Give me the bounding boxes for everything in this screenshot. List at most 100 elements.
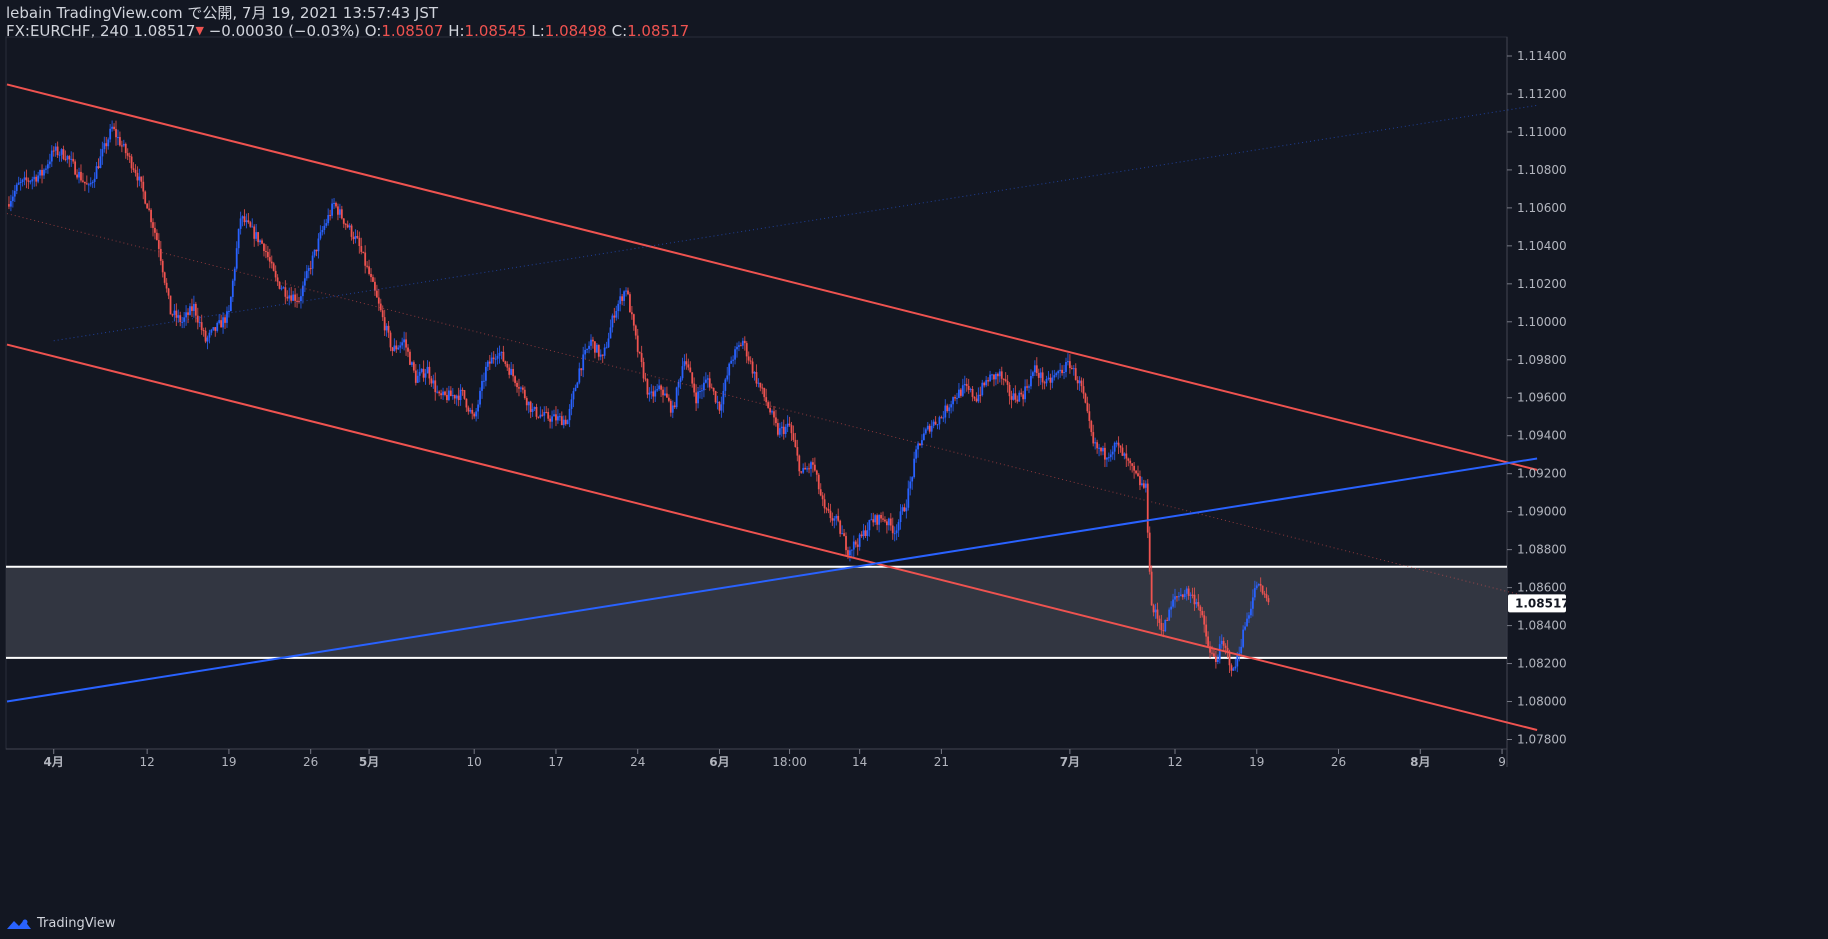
candle — [91, 180, 94, 188]
candle-body — [1166, 619, 1169, 621]
candle-body — [136, 172, 139, 181]
candle-body — [915, 449, 917, 459]
candle — [31, 176, 34, 190]
candle-body — [1207, 636, 1209, 647]
candle-body — [1141, 483, 1143, 486]
candle-body — [529, 401, 532, 412]
candle — [1074, 363, 1077, 381]
candle-body — [956, 397, 958, 399]
candle — [773, 405, 775, 426]
candle — [1061, 365, 1063, 376]
candle-body — [778, 428, 781, 435]
candle-body — [574, 387, 577, 392]
candle — [650, 384, 653, 400]
publish-info: lebain TradingView.com で公開, 7月 19, 2021 … — [6, 4, 439, 22]
candle — [757, 378, 760, 388]
candle — [196, 307, 199, 330]
candle — [204, 327, 207, 344]
candle — [70, 151, 73, 167]
low-label: L: — [531, 22, 545, 40]
candle — [1177, 592, 1180, 601]
candle — [870, 513, 873, 521]
symbol-label[interactable]: FX:EURCHF, 240 — [6, 22, 129, 40]
candle-body — [451, 395, 454, 397]
candle-body — [8, 204, 10, 207]
candle-body — [1139, 476, 1141, 486]
candle — [720, 396, 723, 418]
candle — [434, 372, 437, 401]
candle-body — [650, 391, 653, 393]
candle-body — [870, 519, 873, 521]
candle-body — [1154, 609, 1157, 613]
candle — [995, 371, 997, 386]
candle — [679, 376, 682, 390]
candle — [62, 145, 65, 161]
candle — [790, 421, 793, 441]
candle-body — [25, 177, 28, 181]
candle-body — [958, 389, 960, 398]
candle — [979, 386, 982, 403]
candle — [1012, 388, 1015, 401]
candle — [603, 343, 606, 359]
candle — [337, 203, 339, 221]
candle — [346, 220, 349, 229]
candle-body — [265, 251, 267, 253]
candle — [191, 298, 193, 317]
candle-body — [469, 409, 472, 412]
candle — [192, 295, 195, 318]
candle — [508, 364, 511, 379]
candle-body — [765, 397, 768, 403]
candle-body — [525, 398, 528, 406]
candle — [621, 294, 624, 306]
candle — [895, 524, 898, 541]
candle — [566, 419, 569, 425]
candle — [1014, 385, 1017, 403]
candle — [325, 218, 328, 228]
candle-body — [383, 317, 386, 331]
candle — [296, 293, 298, 308]
candle-body — [9, 201, 12, 207]
candle-body — [827, 508, 830, 511]
candle-body — [387, 325, 390, 333]
candle — [274, 265, 277, 282]
y-tick-label: 1.08800 — [1517, 543, 1567, 557]
candle — [362, 251, 365, 254]
candle-body — [584, 349, 587, 355]
candle-body — [613, 315, 616, 318]
candle-body — [1131, 463, 1134, 466]
y-tick-label: 1.11400 — [1517, 49, 1567, 63]
candle-body — [319, 232, 322, 239]
candle-body — [849, 550, 851, 556]
candle-body — [1080, 380, 1083, 387]
candle-body — [1076, 379, 1079, 384]
candle — [253, 224, 256, 247]
candle — [1047, 370, 1050, 381]
candle-body — [50, 150, 53, 162]
candle — [1076, 376, 1079, 390]
candle — [399, 341, 402, 354]
candle — [1139, 470, 1141, 491]
candle — [671, 400, 674, 419]
tradingview-logo-icon — [7, 919, 31, 929]
candle-body — [825, 508, 828, 510]
candle-body — [839, 520, 842, 534]
candle — [1080, 377, 1083, 393]
candle — [1158, 615, 1161, 630]
open-value: 1.08507 — [381, 22, 444, 40]
candle — [261, 238, 263, 245]
candle-body — [23, 177, 26, 180]
candle-body — [475, 411, 478, 417]
candle-body — [473, 413, 476, 417]
candle-body — [1051, 377, 1054, 383]
candle — [97, 158, 100, 170]
candle-body — [864, 530, 867, 537]
candle-body — [952, 397, 954, 405]
candle — [393, 338, 396, 352]
candle — [808, 463, 810, 474]
candle-body — [132, 168, 135, 170]
candle — [385, 323, 388, 337]
candle-body — [593, 341, 596, 353]
candle — [1144, 480, 1147, 493]
candle — [407, 344, 409, 358]
